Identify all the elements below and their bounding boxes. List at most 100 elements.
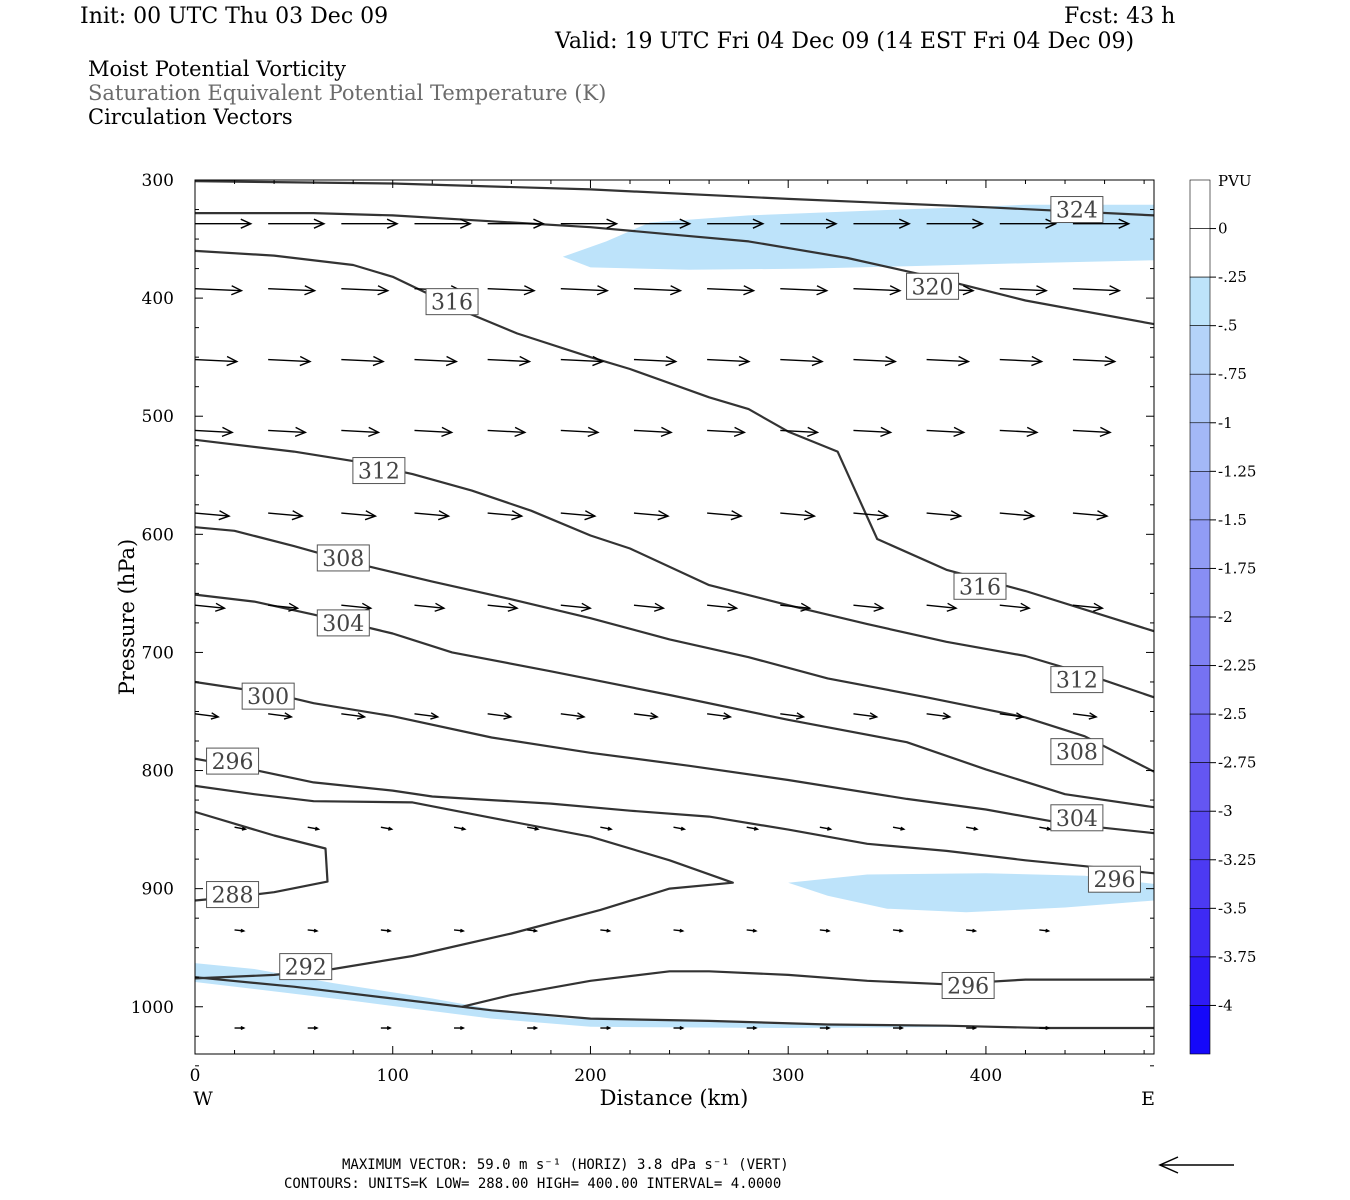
theta-e-contour xyxy=(195,757,1154,875)
circulation-vector xyxy=(414,218,472,229)
circulation-vector xyxy=(268,602,300,612)
colorbar-segment xyxy=(1189,325,1211,375)
circulation-vector xyxy=(673,1026,685,1031)
x-tick-label: 300 xyxy=(772,1066,804,1086)
colorbar-segment xyxy=(1189,276,1211,326)
circulation-vector xyxy=(268,355,312,367)
circulation-vector xyxy=(341,218,399,229)
circulation-vector xyxy=(926,355,971,367)
circulation-vector xyxy=(633,426,673,437)
circulation-vector xyxy=(633,355,678,367)
circulation-vector xyxy=(999,355,1044,367)
circulation-vector xyxy=(560,426,600,437)
y-tick-label: 700 xyxy=(142,643,174,663)
circulation-vector xyxy=(853,602,885,612)
circulation-vector xyxy=(268,510,304,521)
circulation-vector-layer xyxy=(194,218,1131,1031)
contour-label: 316 xyxy=(953,572,1007,600)
contour-label: 312 xyxy=(1050,666,1104,694)
colorbar-segment xyxy=(1189,179,1211,229)
circulation-vector xyxy=(819,928,831,933)
colorbar-segment xyxy=(1189,1005,1211,1055)
theta-e-contour xyxy=(195,212,1154,326)
circulation-vector xyxy=(487,510,524,521)
circulation-vector xyxy=(966,826,979,831)
colorbar-label: -.75 xyxy=(1218,365,1247,383)
circulation-vector xyxy=(414,602,446,612)
circulation-vector xyxy=(234,928,246,933)
contour-label: 308 xyxy=(1050,738,1104,766)
circulation-vector xyxy=(1039,826,1052,831)
y-tick-label: 600 xyxy=(142,525,174,545)
contour-label: 292 xyxy=(279,953,333,981)
contour-label-text: 304 xyxy=(322,612,364,637)
theta-e-contour xyxy=(195,180,1154,217)
colorbar-segment xyxy=(1189,471,1211,521)
colorbar-label: -1.75 xyxy=(1218,559,1256,577)
init-time-label: Init: 00 UTC Thu 03 Dec 09 xyxy=(80,4,389,29)
circulation-vector xyxy=(1039,928,1051,933)
x-tick-label: 0 xyxy=(190,1066,201,1086)
colorbar-label: -.25 xyxy=(1218,268,1247,286)
colorbar-label: -3.75 xyxy=(1218,948,1256,966)
circulation-vector xyxy=(746,928,758,933)
contour-label-text: 312 xyxy=(358,460,400,485)
circulation-vector xyxy=(926,426,966,437)
x-tick-label: 200 xyxy=(574,1066,606,1086)
colorbar-label: -3.5 xyxy=(1218,899,1247,917)
theta-e-contour xyxy=(195,680,1154,835)
contour-label-text: 324 xyxy=(1056,199,1098,224)
y-tick-label: 1000 xyxy=(131,998,174,1018)
circulation-vector xyxy=(746,1026,758,1031)
contour-label-text: 296 xyxy=(947,974,989,999)
contour-info: CONTOURS: UNITS=K LOW= 288.00 HIGH= 400.… xyxy=(284,1176,782,1192)
circulation-vector xyxy=(926,510,963,521)
circulation-vector xyxy=(1039,1026,1051,1031)
circulation-vector xyxy=(527,928,539,933)
colorbar-segment xyxy=(1189,616,1211,666)
contour-label: 300 xyxy=(241,682,295,710)
x-end-label-east: E xyxy=(1141,1088,1155,1110)
circulation-vector xyxy=(194,712,220,720)
valid-time-label: Valid: 19 UTC Fri 04 Dec 09 (14 EST Fri … xyxy=(555,29,1135,54)
reference-vector xyxy=(1158,1156,1234,1174)
circulation-vector xyxy=(966,928,978,933)
circulation-vector xyxy=(853,712,879,720)
circulation-vector xyxy=(780,712,806,720)
circulation-vector xyxy=(194,426,234,437)
circulation-vector xyxy=(819,1026,831,1031)
circulation-vector xyxy=(892,826,906,831)
y-tick-label: 900 xyxy=(142,880,174,900)
circulation-vector xyxy=(600,1026,612,1031)
circulation-vector xyxy=(707,712,733,720)
colorbar-label: -3.25 xyxy=(1218,851,1256,869)
circulation-vector xyxy=(487,285,536,296)
title-line-1: Moist Potential Vorticity xyxy=(88,57,346,81)
circulation-vector xyxy=(341,355,385,367)
circulation-vector xyxy=(600,928,612,933)
colorbar-label: -1.25 xyxy=(1218,462,1256,480)
contour-label: 320 xyxy=(906,272,960,300)
x-tick-label: 100 xyxy=(377,1066,409,1086)
colorbar-segment xyxy=(1189,422,1211,472)
circulation-vector xyxy=(560,355,605,367)
circulation-vector xyxy=(966,1026,978,1031)
circulation-vector xyxy=(1072,426,1112,437)
colorbar-segment xyxy=(1189,908,1211,958)
circulation-vector xyxy=(194,602,227,612)
y-tick-label: 400 xyxy=(142,289,174,309)
x-tick-label: 400 xyxy=(970,1066,1002,1086)
circulation-vector xyxy=(414,510,451,521)
circulation-vector xyxy=(341,285,390,296)
circulation-vector xyxy=(780,510,817,521)
colorbar-segment xyxy=(1189,568,1211,618)
circulation-vector xyxy=(487,218,546,229)
circulation-vector xyxy=(487,602,519,612)
circulation-vector xyxy=(1072,602,1105,612)
circulation-vector xyxy=(560,510,597,521)
colorbar-label: -1 xyxy=(1218,414,1233,432)
colorbar-segment xyxy=(1189,228,1211,278)
contour-label-text: 292 xyxy=(285,956,327,981)
circulation-vector xyxy=(341,712,367,720)
y-axis-label: Pressure (hPa) xyxy=(115,539,139,695)
